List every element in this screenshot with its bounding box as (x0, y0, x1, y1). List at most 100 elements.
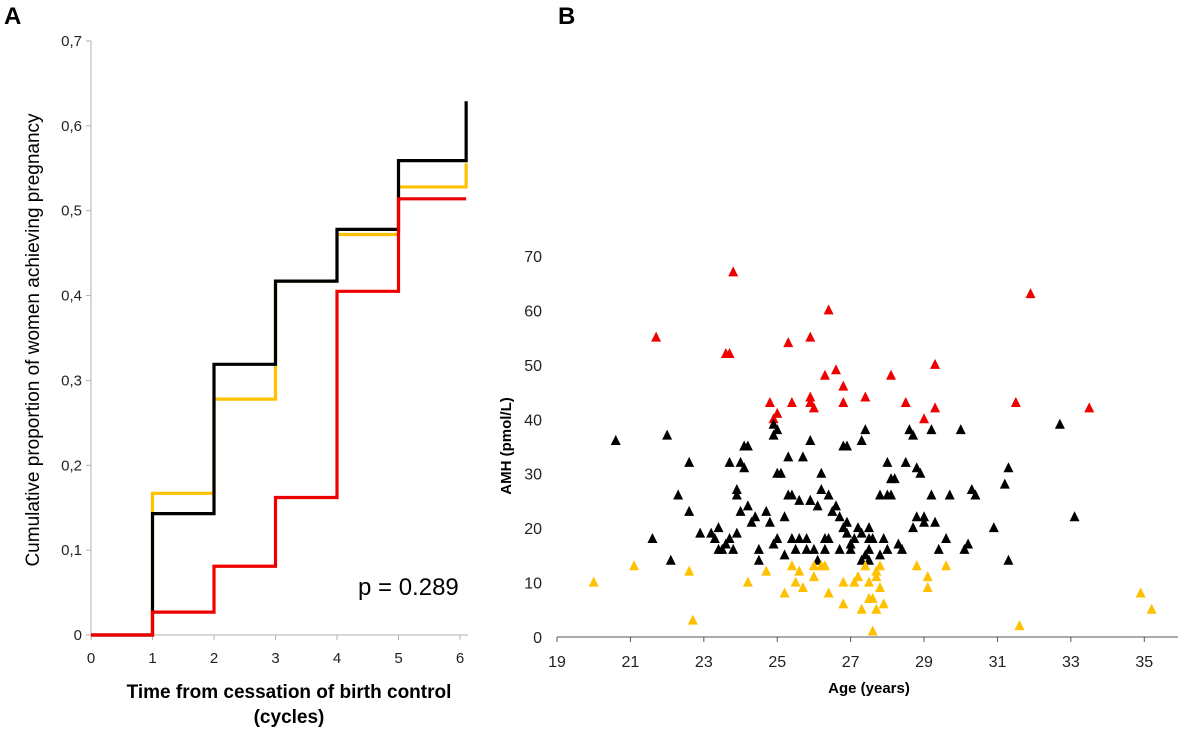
panel-a-x-tick-label: 1 (148, 650, 156, 667)
data-point-black (812, 554, 823, 565)
data-point-black (999, 478, 1010, 489)
data-point-black (786, 533, 797, 544)
panel-a-y-tick-label: 0 (74, 627, 82, 644)
data-point-black (709, 533, 720, 544)
data-point-black (834, 511, 845, 522)
data-point-yellow (875, 582, 886, 593)
data-point-yellow (786, 560, 797, 571)
data-point-red (1084, 402, 1095, 413)
data-point-black (783, 451, 794, 462)
data-point-red (805, 396, 816, 407)
data-point-yellow (871, 603, 882, 614)
panel-a-y-tick-label: 0,6 (61, 118, 82, 135)
data-point-yellow (871, 565, 882, 576)
panel-a-y-tick-label: 0,3 (61, 372, 82, 389)
panel-a-chart: 00,10,20,30,40,50,60,70 1 2 3 4 5 6 p = 0.289 … (23, 33, 468, 728)
data-point-yellow (797, 582, 808, 593)
panel-b-x-tick-label: 31 (989, 654, 1007, 671)
data-point-black (845, 543, 856, 554)
data-point-black (772, 533, 783, 544)
panel-b-x-tick-label: 27 (842, 654, 860, 671)
data-point-black (908, 429, 919, 440)
data-point-black (713, 522, 724, 533)
panel-a-series (91, 101, 468, 637)
data-point-black (886, 489, 897, 500)
data-point-black (926, 424, 937, 435)
data-point-black (966, 484, 977, 495)
data-point-black (808, 543, 819, 554)
data-point-black (816, 467, 827, 478)
data-point-black (662, 429, 673, 440)
panel-a-letter: A (4, 3, 21, 30)
data-point-black (864, 543, 874, 554)
data-point-black (764, 516, 775, 527)
panel-a-x-tick-label: 2 (210, 650, 218, 667)
data-point-yellow (922, 582, 933, 593)
data-point-black (775, 467, 786, 478)
panel-b-points (588, 266, 1157, 636)
data-point-yellow (838, 598, 849, 609)
data-point-black (959, 543, 970, 554)
data-point-black (915, 467, 926, 478)
data-point-yellow (684, 565, 695, 576)
data-point-black (900, 456, 911, 467)
data-point-yellow (911, 560, 922, 571)
data-point-black (731, 484, 742, 495)
data-point-black (856, 435, 867, 446)
data-point-yellow (794, 565, 805, 576)
data-point-black (852, 522, 863, 533)
data-point-black (963, 538, 974, 549)
data-point-black (856, 527, 867, 538)
data-point-red (1025, 288, 1036, 299)
data-point-yellow (790, 576, 801, 587)
data-point-black (801, 543, 812, 554)
data-point-black (673, 489, 684, 500)
panel-b-y-tick-label: 70 (524, 249, 542, 266)
data-point-black (1069, 511, 1080, 522)
panel-b-y-axis-label: AMH (pmol/L) (498, 397, 515, 494)
panel-a-y-tick-label: 0,2 (61, 457, 82, 474)
data-point-black (1003, 554, 1014, 565)
data-point-yellow (823, 587, 834, 598)
series-black-step-line (91, 101, 468, 637)
panel-b-y-tick-label: 50 (524, 358, 542, 375)
panel-b-x-tick-label: 33 (1062, 654, 1080, 671)
data-point-black (816, 484, 827, 495)
data-point-red (805, 331, 816, 342)
panel-b-x-axis-label: Age (years) (828, 680, 910, 697)
panel-b-chart: 0 10 20 30 40 50 60 70 19 21 23 25 27 29 31 33 35 Age (y… (498, 249, 1178, 697)
data-point-black (860, 549, 871, 560)
panel-a-y-tick-label: 0,1 (61, 542, 82, 559)
data-point-yellow (864, 576, 874, 587)
data-point-black (823, 533, 834, 544)
data-point-red (808, 402, 819, 413)
data-point-yellow (1014, 620, 1025, 631)
panel-b-x-tick-label: 35 (1135, 654, 1153, 671)
data-point-red (919, 413, 930, 424)
data-point-black (911, 511, 922, 522)
data-point-black (742, 440, 753, 451)
data-point-yellow (856, 603, 867, 614)
data-point-black (941, 533, 952, 544)
data-point-black (875, 549, 886, 560)
data-point-red (724, 347, 735, 358)
panel-a-x-tick-label: 0 (87, 650, 95, 667)
data-point-red (651, 331, 662, 342)
data-point-red (886, 369, 897, 380)
data-point-black (926, 489, 937, 500)
panel-b-x-tick-label: 19 (548, 654, 566, 671)
panel-b-y-tick-label: 0 (533, 630, 542, 647)
data-point-red (830, 364, 841, 375)
data-point-yellow (867, 625, 878, 636)
data-point-black (717, 543, 728, 554)
panel-b-x-tick-label: 25 (768, 654, 786, 671)
data-point-red (860, 391, 871, 402)
data-point-black (753, 554, 764, 565)
data-point-red (1010, 396, 1021, 407)
data-point-black (860, 424, 871, 435)
series-red-step-line (91, 197, 467, 637)
data-point-yellow (588, 576, 599, 587)
data-point-red (805, 391, 816, 402)
data-point-black (768, 418, 779, 429)
